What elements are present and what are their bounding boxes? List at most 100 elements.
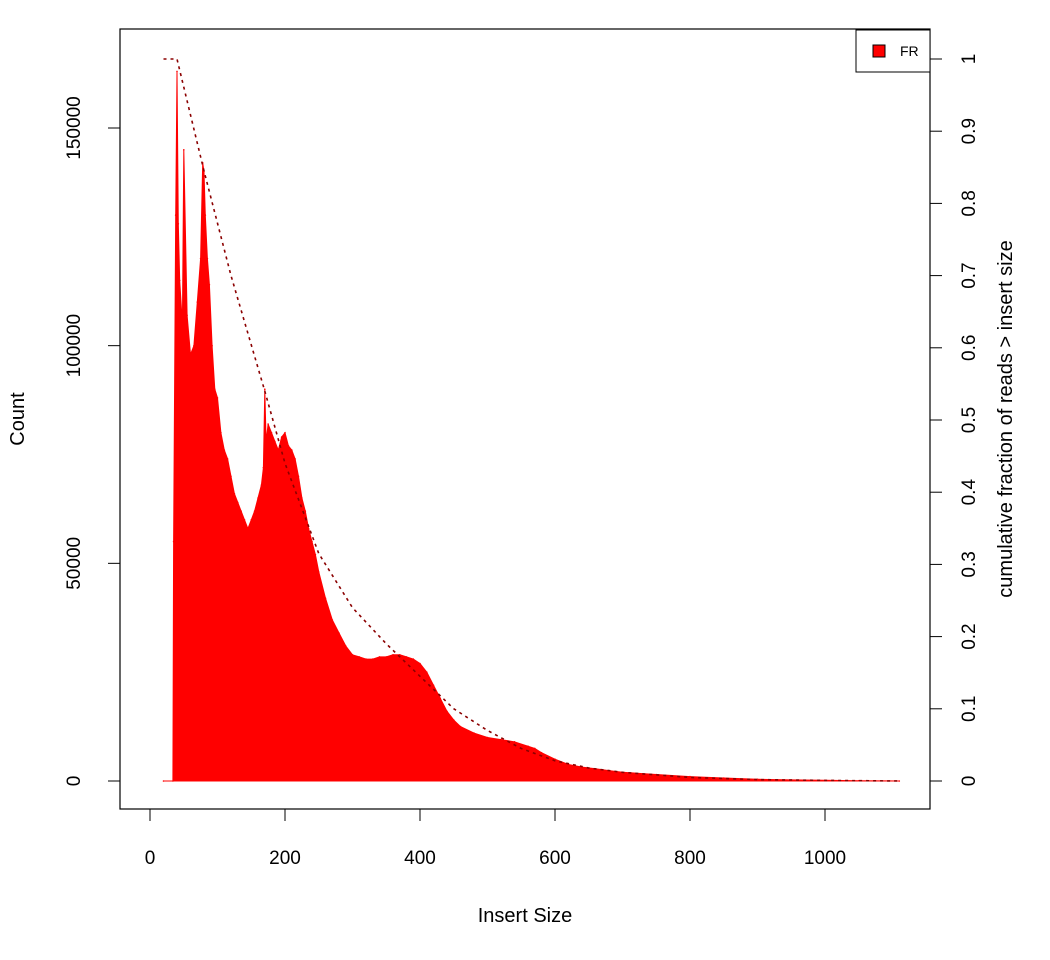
legend-label-fr: FR [900,43,919,59]
histogram-point [351,654,354,656]
x-tick-label: 0 [145,848,156,869]
legend-swatch-fr [872,44,886,58]
histogram-point [419,662,421,665]
histogram-point [338,632,340,634]
y-tick-label: 50000 [64,537,85,590]
y-tick-label: 0 [64,776,85,787]
y-tick-label: 100000 [64,314,85,377]
histogram-point [250,519,253,521]
y2-tick-label: 0.5 [959,407,980,433]
histogram-point [689,775,691,778]
y2-tick-label: 0.9 [959,118,980,144]
histogram-point [277,449,280,451]
y-tick-label: 150000 [64,96,85,159]
histogram-point [260,484,263,486]
histogram-point [186,314,188,317]
histogram-point [181,323,184,325]
histogram-point [314,553,317,556]
histogram-point [459,725,462,728]
histogram-point [257,497,259,499]
histogram-point [540,751,543,754]
y2-tick-label: 0.3 [959,551,980,577]
histogram-point [208,283,211,286]
cumulative-layer [163,58,900,782]
x-tick-label: 200 [269,848,301,869]
histogram-point [453,719,455,721]
histogram-point [358,656,361,658]
histogram-point [287,445,290,447]
histogram-point [284,431,286,434]
histogram-point [196,301,199,303]
histogram-point [294,458,296,460]
legend-box [855,29,931,73]
legend: FR [855,29,931,73]
histogram-point [898,780,901,782]
y-axis-title: Count [7,392,29,446]
histogram-point [500,738,502,741]
histogram-point [345,645,347,647]
y2-tick-label: 0.4 [959,479,980,506]
histogram-point [426,671,428,673]
histogram-point [206,257,209,260]
histogram-point [723,777,725,779]
histogram-point [365,658,367,660]
histogram-point [176,70,178,73]
histogram-point [220,431,222,434]
histogram-point [253,510,256,512]
x-axis: 0 200 400 600 800 1000 [145,808,846,869]
cumulative-line [163,58,900,782]
histogram-point [226,458,229,460]
histogram-point [189,353,192,356]
x-tick-label: 1000 [804,848,846,869]
histogram-point [392,654,394,656]
histogram-point [324,597,327,599]
histogram-point [473,732,475,734]
histogram-point [534,747,536,750]
histogram-point [211,344,213,347]
histogram-point [267,423,269,425]
histogram-point [513,741,516,743]
histogram-point [378,656,381,658]
x-axis-title: Insert Size [478,905,572,927]
x-tick-label: 800 [674,848,706,869]
histogram-layer [162,70,901,782]
histogram-point [297,475,300,478]
x-tick-label: 400 [404,848,436,869]
histogram-point [172,780,174,782]
y2-tick-label: 0.7 [959,262,980,288]
histogram-point [372,658,374,660]
histogram-point [174,214,177,216]
histogram-point [172,540,175,543]
histogram-point [307,527,310,530]
histogram-point [399,654,401,656]
histogram-point [318,571,320,573]
histogram-point [264,388,266,391]
histogram-point [223,449,226,451]
histogram-point [247,527,249,530]
histogram-point [527,745,529,747]
histogram-point [216,397,219,399]
y2-tick-label: 1 [959,54,980,65]
histogram-point [265,440,267,443]
y-axis-right: 0 0.1 0.2 0.3 0.4 0.5 0.6 0.7 0.8 0.9 1 [929,54,980,786]
y2-tick-label: 0.8 [959,190,980,216]
histogram-point [240,510,242,512]
histogram-point [446,710,448,713]
histogram-point [304,510,307,512]
histogram-point [214,388,216,391]
histogram-point [162,780,165,782]
histogram-point [385,656,388,658]
y2-tick-label: 0.1 [959,696,980,722]
histogram-point [178,279,181,282]
histogram-point [554,758,556,760]
y2-axis-title: cumulative fraction of reads > insert si… [995,240,1017,597]
x-tick-label: 600 [539,848,571,869]
histogram-point [486,736,489,739]
histogram-point [243,519,246,521]
histogram-point [311,540,313,543]
histogram-point [412,658,415,660]
histogram-point [291,449,293,451]
histogram-point [193,344,195,347]
y2-tick-label: 0.6 [959,335,980,361]
